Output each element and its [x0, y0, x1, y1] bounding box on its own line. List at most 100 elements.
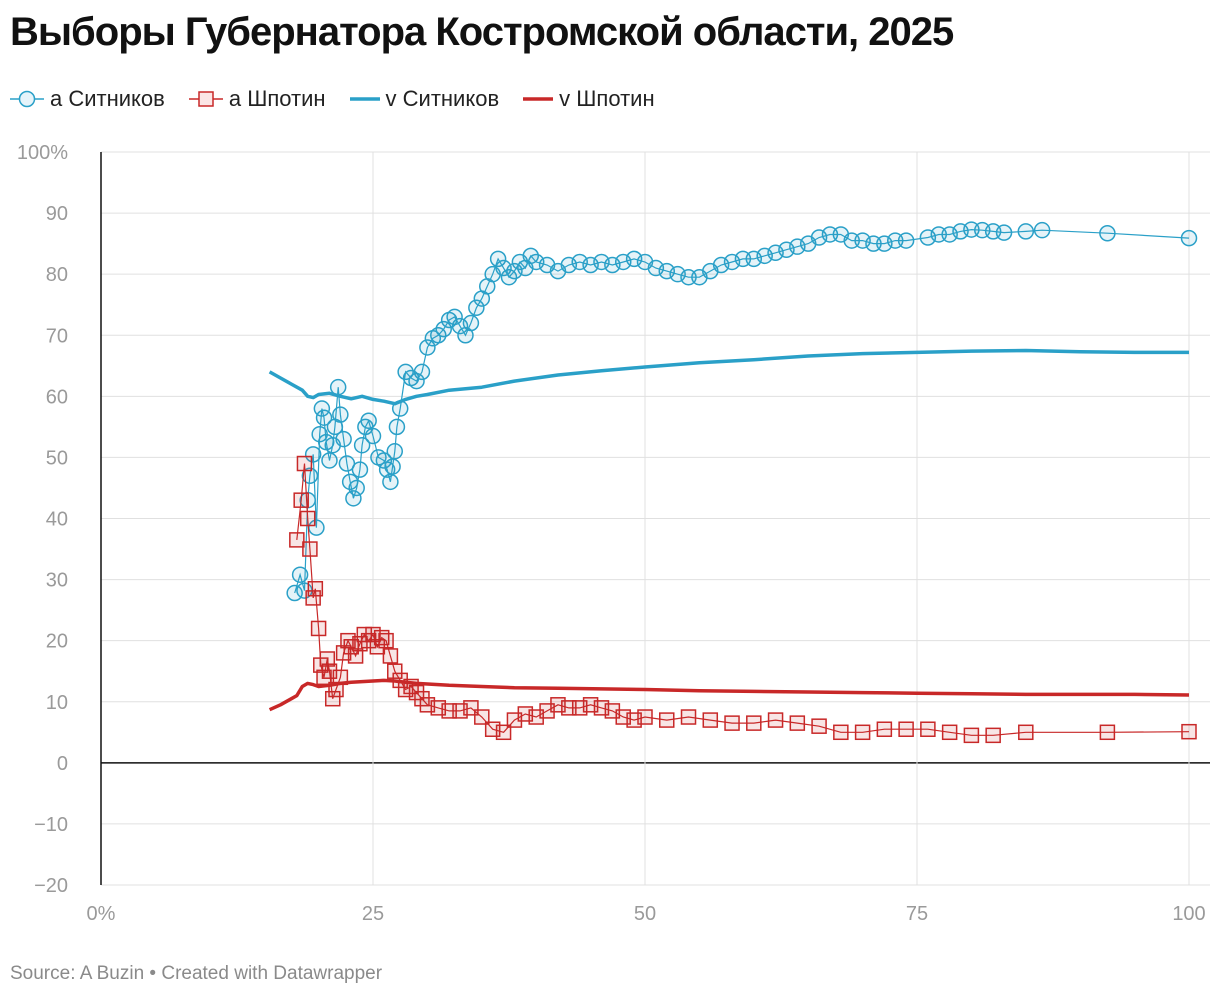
data-point — [356, 626, 373, 643]
data-point — [335, 430, 352, 448]
data-point — [462, 314, 480, 332]
data-point — [489, 250, 507, 268]
series-2 — [268, 348, 1189, 406]
y-tick-label: 40 — [46, 509, 68, 531]
page-title: Выборы Губернатора Костромской области, … — [10, 10, 954, 54]
data-point — [435, 320, 452, 338]
data-point — [304, 446, 322, 463]
data-point — [305, 590, 321, 606]
data-point — [408, 684, 425, 701]
data-point — [391, 400, 409, 417]
y-tick-label: 10 — [46, 692, 68, 714]
data-point — [680, 709, 697, 725]
x-tick-label: 50 — [634, 903, 656, 925]
data-point — [1099, 724, 1116, 741]
data-point — [310, 620, 327, 637]
data-point — [332, 406, 349, 423]
y-tick-label: 0 — [57, 753, 68, 775]
legend: а Ситников а Шпотин v Ситников v Шпотин — [10, 86, 679, 112]
series-3 — [268, 678, 1190, 712]
legend-label: v Шпотин — [559, 86, 655, 111]
series-connector — [294, 228, 1190, 594]
square-marker-icon — [188, 91, 223, 107]
gridlines — [100, 151, 1210, 886]
data-point — [637, 709, 653, 725]
legend-label: а Шпотин — [228, 86, 326, 111]
data-point — [378, 632, 394, 649]
data-point — [293, 492, 309, 508]
line-marker-icon — [349, 97, 380, 101]
series-0 — [286, 221, 1198, 602]
data-point — [321, 452, 338, 469]
legend-item-a-sitnikov: а Ситников — [10, 86, 165, 112]
data-point — [301, 467, 319, 484]
data-point — [767, 712, 784, 728]
data-point — [468, 299, 485, 317]
y-tick-label: 60 — [46, 386, 68, 408]
line-marker-icon — [523, 97, 554, 101]
data-point — [920, 721, 936, 737]
x-tick-label: 0% — [87, 903, 116, 925]
data-point — [1033, 221, 1051, 239]
legend-label: а Ситников — [50, 86, 165, 111]
data-point — [408, 372, 425, 390]
y-tick-label: 100% — [17, 142, 68, 164]
data-point — [386, 443, 404, 460]
data-point — [387, 663, 403, 679]
y-tick-label: 20 — [46, 631, 68, 653]
data-point — [1017, 223, 1035, 240]
data-point — [296, 455, 313, 472]
data-point — [746, 715, 762, 731]
data-point — [315, 409, 333, 426]
y-tick-label: −20 — [34, 875, 68, 897]
legend-label: v Ситников — [385, 86, 500, 111]
data-point — [382, 648, 399, 664]
data-point — [414, 690, 430, 707]
data-point — [419, 339, 436, 356]
data-point — [289, 532, 305, 548]
data-point — [995, 224, 1013, 241]
data-point — [341, 473, 359, 491]
data-point — [941, 724, 958, 741]
data-point — [328, 681, 344, 698]
data-point — [353, 436, 371, 454]
data-point — [316, 669, 332, 686]
y-tick-label: 50 — [46, 447, 68, 469]
data-point — [307, 580, 324, 597]
data-point — [345, 490, 362, 507]
data-point — [319, 651, 336, 667]
y-tick-label: 30 — [46, 570, 68, 592]
data-point — [332, 669, 349, 686]
data-point — [898, 721, 914, 737]
data-point — [403, 678, 419, 695]
circle-marker-icon — [10, 90, 44, 108]
y-tick-label: −10 — [34, 814, 68, 836]
data-point — [348, 479, 365, 497]
y-tick-label: 80 — [46, 264, 68, 286]
data-point — [375, 452, 393, 469]
y-axis-ticks: 100% 90 80 70 60 50 40 30 20 10 0 −10 −20 — [17, 142, 68, 897]
legend-item-v-shpotin: v Шпотин — [523, 86, 655, 112]
data-point — [854, 724, 871, 741]
data-point — [369, 639, 386, 655]
data-point — [351, 461, 369, 478]
data-point — [789, 715, 806, 731]
data-point — [338, 455, 356, 472]
x-tick-label: 75 — [906, 903, 928, 925]
data-point — [1099, 224, 1116, 242]
data-point — [291, 566, 309, 583]
data-point — [1181, 723, 1197, 740]
legend-item-v-sitnikov: v Ситников — [349, 86, 500, 112]
data-point — [286, 584, 303, 602]
data-point — [1018, 724, 1034, 741]
data-point — [364, 427, 382, 445]
legend-item-a-shpotin: а Шпотин — [188, 86, 326, 112]
data-point — [299, 510, 316, 527]
x-tick-label: 100 — [1172, 903, 1205, 925]
source-credit: Source: A Buzin • Created with Datawrapp… — [10, 963, 383, 984]
data-point — [811, 718, 827, 734]
data-point — [702, 712, 719, 728]
y-tick-label: 70 — [46, 325, 68, 347]
series-line — [268, 348, 1189, 406]
